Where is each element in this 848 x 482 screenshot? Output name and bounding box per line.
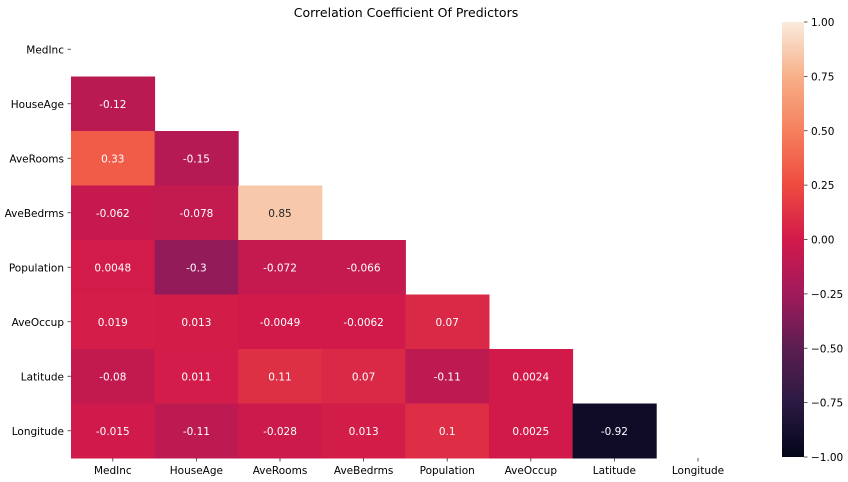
cell-value-label: 0.1 [439,426,456,438]
y-axis-tick-labels: MedInc HouseAge AveRooms AveBedrms Populatio… [5,44,71,438]
colorbar-tick-label: 0.50 [811,126,834,138]
cell-value-label: 0.33 [101,153,124,165]
y-tick-label: AveBedrms [5,208,64,220]
heatmap-cell [154,131,239,186]
y-tick-label: AveRooms [9,153,64,165]
y-tick-label: Latitude [21,371,64,383]
cell-value-label: -0.066 [347,262,381,274]
y-tick-label: AveOccup [12,317,65,329]
y-tick-label: Longitude [12,426,64,438]
cell-value-label: -0.08 [99,371,126,383]
cell-value-label: 0.011 [181,371,211,383]
colorbar-ticks: 1.00 0.75 0.50 0.25 0.00 −0.25 −0.50 −0.75 −1.00 [804,17,843,464]
x-tick-label: AveBedrms [334,465,393,477]
cell-value-label: -0.078 [179,208,213,220]
y-tick-label: Population [9,262,64,274]
heatmap-cell [154,294,239,350]
heatmap-cell [154,185,239,241]
heatmap-cell [71,240,156,295]
chart-title: Correlation Coefficient Of Predictors [294,5,518,20]
x-tick-label: Population [420,465,475,477]
cell-value-label: -0.3 [186,262,207,274]
colorbar-tick-label: −0.50 [811,343,843,355]
colorbar-tick-label: −1.00 [811,452,843,464]
colorbar-tick-label: −0.25 [811,289,843,301]
heatmap-cell [71,185,156,241]
cell-value-label: 0.07 [436,317,459,329]
heatmap-cell [321,403,406,459]
heatmap-cell [489,349,574,404]
colorbar-gradient [782,22,804,457]
x-tick-label: AveOccup [505,465,558,477]
colorbar: 1.00 0.75 0.50 0.25 0.00 −0.25 −0.50 −0.75 −1.00 [782,17,843,464]
heatmap-cell [405,403,490,459]
heatmap-cell [321,349,406,404]
x-tick-label: Longitude [672,465,724,477]
cell-value-label: -0.062 [96,208,130,220]
heatmap-cell [238,294,323,350]
x-tick-label: HouseAge [170,465,223,477]
cell-value-label: 0.019 [98,317,128,329]
colorbar-tick-label: 0.75 [811,71,834,83]
cell-value-label: 0.85 [268,208,291,220]
x-tick-label: AveRooms [253,465,308,477]
cell-value-label: -0.11 [434,371,461,383]
heatmap-cell [71,131,156,186]
colorbar-tick-label: 1.00 [811,17,834,29]
heatmap-cell [238,185,323,241]
cell-value-label: -0.12 [99,99,126,111]
heatmap-cell [489,403,574,459]
heatmap-cell [405,349,490,404]
cell-value-label: -0.11 [183,426,210,438]
x-tick-label: Latitude [593,465,636,477]
heatmap-cell [71,349,156,404]
heatmap-cell [238,240,323,295]
cell-value-label: 0.0024 [512,371,549,383]
cell-value-label: 0.013 [349,426,379,438]
heatmap-cell [405,294,490,350]
cell-value-label: -0.015 [96,426,130,438]
heatmap-cells: -0.12 0.33 -0.15 -0.062 -0.078 0.85 0.0048 -0.3… [71,76,657,459]
heatmap-cell [321,240,406,295]
cell-value-label: -0.072 [263,262,297,274]
heatmap-cell [154,240,239,295]
heatmap-cell [154,403,239,459]
colorbar-tick-label: 0.00 [811,235,834,247]
y-tick-label: MedInc [26,44,64,56]
cell-value-label: 0.0025 [512,426,549,438]
cell-value-label: 0.11 [268,371,291,383]
x-tick-label: MedInc [94,465,132,477]
heatmap-cell [321,294,406,350]
y-tick-label: HouseAge [11,99,64,111]
heatmap-cell [238,349,323,404]
cell-value-label: 0.013 [181,317,211,329]
x-axis-tick-labels: MedInc HouseAge AveRooms AveBedrms Populatio… [94,458,724,477]
heatmap-cell [154,349,239,404]
heatmap-cell [572,403,657,459]
cell-value-label: -0.028 [263,426,297,438]
colorbar-tick-label: 0.25 [811,180,834,192]
colorbar-tick-label: −0.75 [811,398,843,410]
heatmap-cell [71,76,156,132]
cell-value-label: -0.0062 [343,317,384,329]
cell-value-label: -0.15 [183,153,210,165]
cell-value-label: -0.0049 [260,317,301,329]
heatmap-cell [238,403,323,459]
cell-value-label: -0.92 [601,426,628,438]
cell-value-label: 0.0048 [94,262,131,274]
heatmap-cell [71,294,156,350]
heatmap-cell [71,403,156,459]
cell-value-label: 0.07 [352,371,375,383]
